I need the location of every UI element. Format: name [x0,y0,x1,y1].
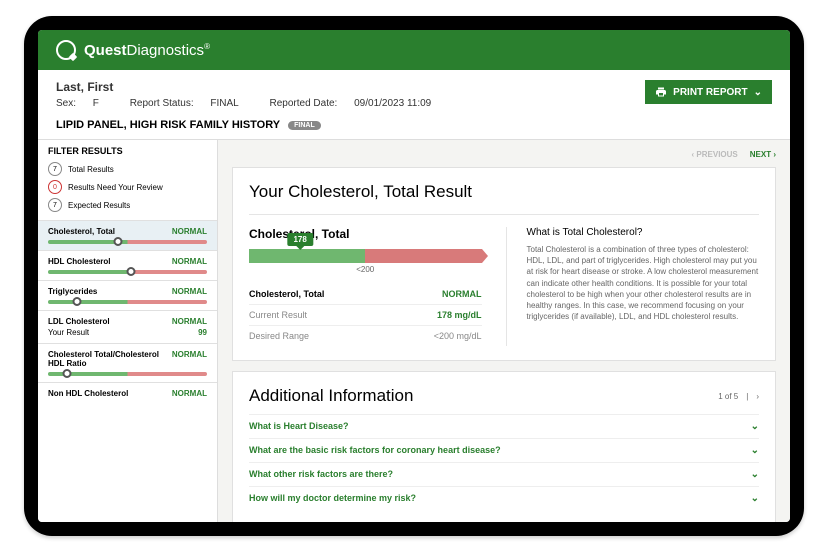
chevron-down-icon: ⌄ [754,87,762,98]
sidebar-list: Cholesterol, TotalNORMALHDL CholesterolN… [38,220,217,404]
brand-bold: Quest [84,42,127,59]
additional-header: Additional Information 1 of 5 | › [249,386,759,406]
count-badge: 0 [48,180,62,194]
result-info: What is Total Cholesterol? Total Cholest… [506,227,760,346]
info-text: Total Cholesterol is a combination of th… [527,244,760,322]
print-label: PRINT REPORT [673,87,747,98]
results-sidebar: FILTER RESULTS 7 Total Results 0 Results… [38,140,218,522]
sidebar-result-item[interactable]: Cholesterol Total/Cholesterol HDL RatioN… [38,343,217,382]
threshold-label: <200 [249,265,482,274]
result-grid: Cholesterol, Total 178 <200 C [249,214,759,346]
content-area: ‹ PREVIOUS NEXT › Your Cholesterol, Tota… [218,140,790,522]
tablet-frame: QuestDiagnostics® Last, First Sex: F Rep… [24,16,804,536]
sidebar-result-item[interactable]: Non HDL CholesterolNORMAL [38,382,217,404]
patient-name: Last, First [56,80,459,94]
filter-total[interactable]: 7 Total Results [48,160,207,178]
brand-reg: ® [204,42,210,51]
range-normal-segment: 178 [249,249,365,263]
faq-item[interactable]: What are the basic risk factors for coro… [249,438,759,462]
mini-range-bar [48,270,207,274]
additional-nav: 1 of 5 | › [718,392,759,401]
sidebar-result-item[interactable]: Cholesterol, TotalNORMAL [38,220,217,250]
print-report-button[interactable]: PRINT REPORT ⌄ [645,80,772,104]
range-high-segment [365,249,481,263]
app-screen: QuestDiagnostics® Last, First Sex: F Rep… [38,30,790,522]
sidebar-result-item[interactable]: LDL CholesterolNORMALYour Result99 [38,310,217,343]
faq-item[interactable]: How will my doctor determine my risk?⌄ [249,486,759,510]
result-range-bar: 178 <200 [249,249,482,274]
content-nav: ‹ PREVIOUS NEXT › [232,148,776,167]
nav-prev[interactable]: ‹ PREVIOUS [692,150,738,159]
panel-title: LIPID PANEL, HIGH RISK FAMILY HISTORY [56,119,280,131]
sidebar-result-item[interactable]: HDL CholesterolNORMAL [38,250,217,280]
count-badge: 7 [48,198,62,212]
chevron-down-icon: ⌄ [751,469,759,480]
mini-range-bar [48,300,207,304]
count-badge: 7 [48,162,62,176]
result-table-row: Current Result178 mg/dL [249,305,482,326]
printer-icon [655,86,667,98]
additional-next-icon[interactable]: › [756,392,759,401]
chevron-down-icon: ⌄ [751,493,759,504]
chevron-down-icon: ⌄ [751,421,759,432]
filter-header: FILTER RESULTS [38,140,217,160]
result-card: Your Cholesterol, Total Result Cholester… [232,167,776,361]
filter-counts: 7 Total Results 0 Results Need Your Revi… [38,160,217,220]
brand-header: QuestDiagnostics® [38,30,790,70]
result-left: Cholesterol, Total 178 <200 C [249,227,482,346]
additional-title: Additional Information [249,386,413,406]
result-table-row: Desired Range<200 mg/dL [249,326,482,346]
patient-info: Last, First Sex: F Report Status: FINAL … [56,80,459,109]
brand-logo-icon [56,40,76,60]
value-badge: 178 [287,233,312,246]
sidebar-result-item[interactable]: TriglyceridesNORMAL [38,280,217,310]
panel-title-row: LIPID PANEL, HIGH RISK FAMILY HISTORY FI… [38,115,790,140]
info-title: What is Total Cholesterol? [527,227,760,238]
chevron-down-icon: ⌄ [751,445,759,456]
patient-meta: Sex: F Report Status: FINAL Reported Dat… [56,98,459,109]
mini-range-bar [48,240,207,244]
additional-card: Additional Information 1 of 5 | › What i… [232,371,776,522]
main-area: FILTER RESULTS 7 Total Results 0 Results… [38,140,790,522]
faq-item[interactable]: What other risk factors are there?⌄ [249,462,759,486]
filter-expected[interactable]: 7 Expected Results [48,196,207,214]
faq-item[interactable]: What is Heart Disease?⌄ [249,414,759,438]
result-name: Cholesterol, Total [249,227,482,241]
result-card-title: Your Cholesterol, Total Result [249,182,759,202]
result-table: Cholesterol, TotalNORMALCurrent Result17… [249,284,482,346]
mini-range-bar [48,372,207,376]
patient-bar: Last, First Sex: F Report Status: FINAL … [38,70,790,115]
faq-list: What is Heart Disease?⌄What are the basi… [249,414,759,510]
filter-review[interactable]: 0 Results Need Your Review [48,178,207,196]
brand-light: Diagnostics [127,42,205,59]
result-table-row: Cholesterol, TotalNORMAL [249,284,482,305]
brand-text: QuestDiagnostics® [84,42,210,59]
panel-status-pill: FINAL [288,121,321,130]
nav-next[interactable]: NEXT › [750,150,776,159]
